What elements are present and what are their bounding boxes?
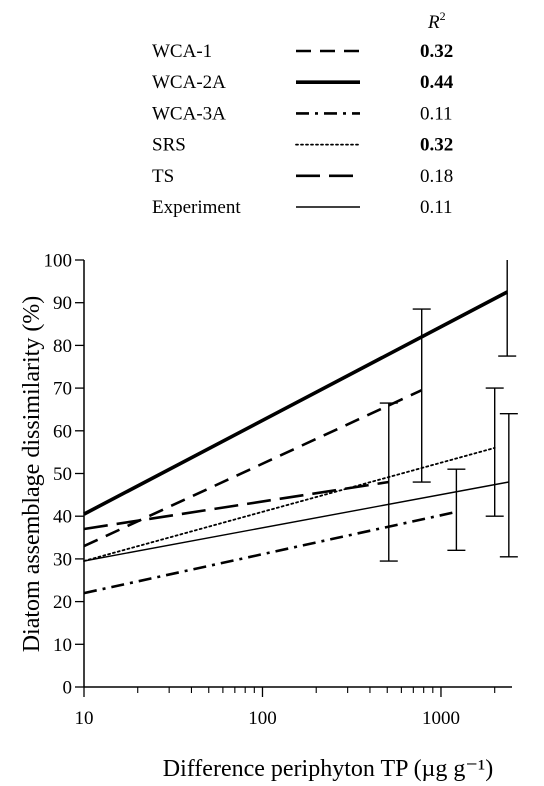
legend-r2-value: 0.44 <box>420 72 454 93</box>
x-tick-label: 100 <box>248 708 277 729</box>
legend: R2 WCA-1 0.32 WCA-2A 0.44 WCA-3A 0.11 SRS 0.32 T… <box>152 9 454 218</box>
y-tick-label: 50 <box>53 464 72 485</box>
error-bar-wca-1 <box>412 308 431 483</box>
error-bar-srs <box>485 387 504 517</box>
x-tick-label: 10 <box>75 708 94 729</box>
error-bar-ts <box>379 402 398 562</box>
legend-item-wca-2a: WCA-2A 0.44 <box>152 72 454 93</box>
legend-r2-value: 0.11 <box>420 197 453 218</box>
legend-item-ts: TS 0.18 <box>152 166 453 187</box>
error-bar-experiment <box>499 413 518 558</box>
y-tick-label: 0 <box>63 678 73 699</box>
error-bar-wca-2a <box>498 260 517 357</box>
series-line-wca-2a <box>83 290 509 516</box>
y-tick-label: 20 <box>53 592 72 613</box>
series-line-wca-3a <box>83 510 457 595</box>
legend-label: SRS <box>152 135 186 156</box>
legend-item-wca-1: WCA-1 0.32 <box>152 41 453 62</box>
error-bar-wca-3a <box>447 468 466 552</box>
legend-label: WCA-3A <box>152 103 226 124</box>
y-tick-label: 80 <box>53 336 72 357</box>
legend-item-experiment: Experiment 0.11 <box>152 197 453 218</box>
legend-label: TS <box>152 166 174 187</box>
series-line-wca-1 <box>83 389 423 548</box>
legend-r2-value: 0.32 <box>420 135 453 156</box>
y-tick-label: 10 <box>53 635 72 656</box>
series-line-ts <box>83 480 389 531</box>
series-line-srs <box>83 446 496 562</box>
legend-label: WCA-1 <box>152 41 212 62</box>
series-line-experiment <box>83 481 509 562</box>
y-tick-label: 30 <box>53 549 72 570</box>
y-tick-label: 100 <box>44 251 73 272</box>
x-axis-title: Difference periphyton TP (µg g⁻¹) <box>163 756 494 782</box>
r2-header: R2 <box>427 9 446 33</box>
y-tick-label: 70 <box>53 379 72 400</box>
x-tick-label: 1000 <box>422 708 460 729</box>
legend-r2-value: 0.18 <box>420 166 453 187</box>
legend-item-wca-3a: WCA-3A 0.11 <box>152 103 453 124</box>
y-tick-label: 40 <box>53 507 72 528</box>
legend-label: WCA-2A <box>152 72 226 93</box>
legend-label: Experiment <box>152 197 241 218</box>
y-tick-label: 60 <box>53 421 72 442</box>
legend-r2-value: 0.32 <box>420 41 453 62</box>
y-axis-title: Diatom assemblage dissimilarity (%) <box>19 296 45 653</box>
legend-r2-value: 0.11 <box>420 103 453 124</box>
y-tick-label: 90 <box>53 293 72 314</box>
legend-item-srs: SRS 0.32 <box>152 135 453 156</box>
